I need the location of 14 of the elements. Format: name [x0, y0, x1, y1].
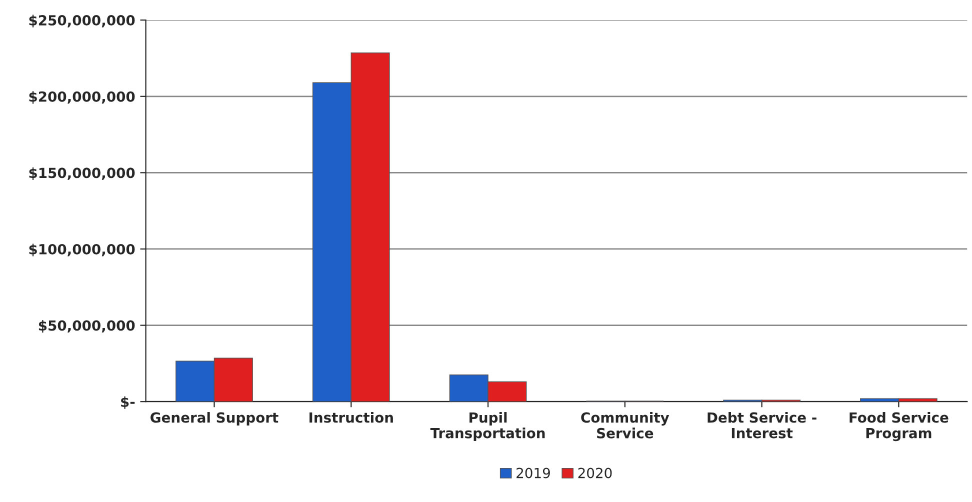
x-tick-label: Community Service: [581, 412, 670, 438]
y-tick-label: $250,000,000: [29, 14, 135, 28]
y-tick-label: $-: [121, 396, 135, 409]
x-tick-label: Debt Service - Interest: [708, 412, 816, 438]
x-tick-label: Pupil Transportation: [430, 412, 545, 442]
x-tick-label: Food Service Program: [850, 412, 948, 442]
legend-label: 2020: [578, 468, 612, 478]
y-tick-label: $150,000,000: [29, 167, 135, 180]
y-tick-label: $50,000,000: [38, 320, 135, 333]
y-tick-label: $200,000,000: [29, 91, 135, 104]
y-tick-label: $100,000,000: [29, 244, 135, 256]
legend-label: 2019: [516, 468, 550, 478]
x-tick-label: Instruction: [310, 412, 393, 423]
x-tick-label: General Support: [150, 412, 278, 426]
